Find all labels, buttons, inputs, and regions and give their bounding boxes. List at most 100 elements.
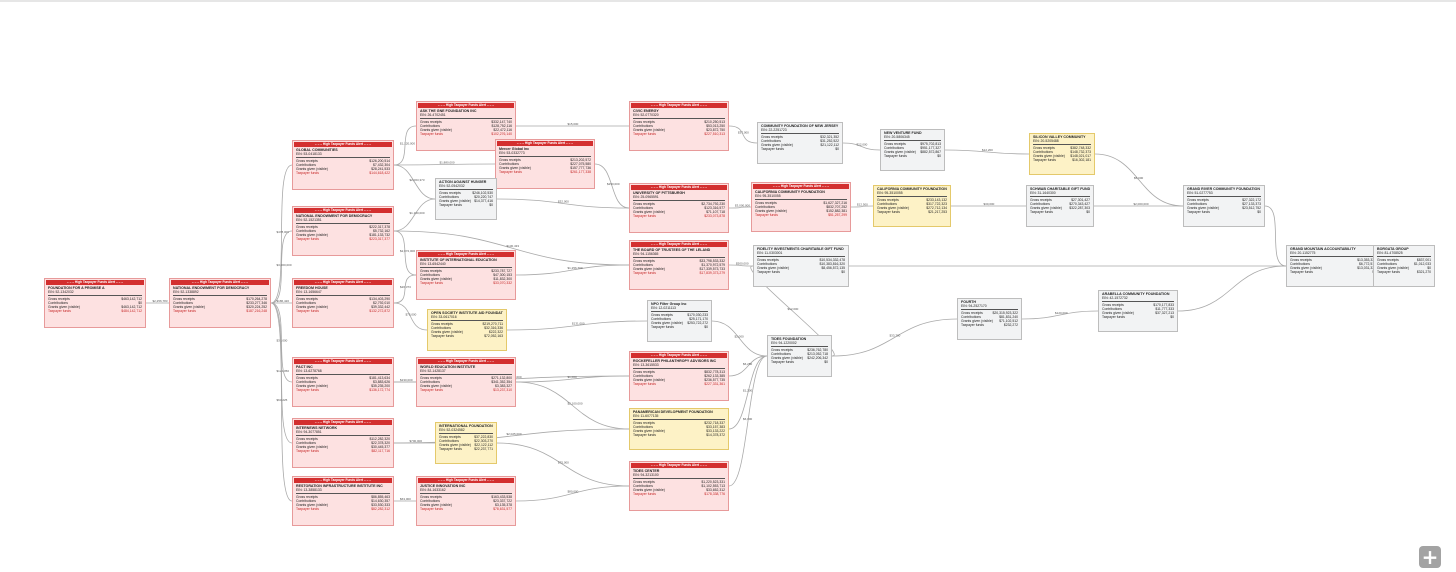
metric-value: $27,322,172 [1242, 198, 1261, 202]
metric-row: Taxpayer funds $227,331,361 [633, 382, 725, 386]
org-node[interactable]: ARABELLA COMMUNITY FOUNDATION EIN: 42-157… [1098, 290, 1178, 332]
org-node[interactable]: – – – High Taxpayer Funds Alert – – – ROC… [629, 351, 729, 401]
org-node[interactable]: TIDES FOUNDATION EIN: 94-1220002 Gross rec… [767, 335, 832, 377]
org-node[interactable]: SILICON VALLEY COMMUNITY EIN: 20-5205488 G… [1029, 133, 1095, 175]
metric-value: $975,702,813 [920, 142, 941, 146]
metric-label: Grants given (visible) [1030, 206, 1062, 210]
org-node[interactable]: FIDELITY INVESTMENTS CHARITABLE GIFT FUN… [753, 245, 849, 287]
metric-label: Contributions [877, 202, 897, 206]
metric-label: Grants given (visible) [771, 356, 803, 360]
metric-label: Contributions [420, 273, 440, 277]
org-name: GLOBAL COMMUNITIES [296, 148, 338, 152]
org-node[interactable]: COMMUNITY FOUNDATION OF NEW JERSEY EIN: 2… [757, 122, 843, 164]
org-node[interactable]: NEW VENTURE FUND EIN: 20-5806345 Gross rec… [880, 129, 945, 171]
metric-label: Taxpayer funds [439, 447, 462, 451]
org-node[interactable]: – – – High Taxpayer Funds Alert – – – TID… [629, 461, 729, 511]
metric-row: Grants given (visible) $157,777,736 [499, 166, 591, 170]
org-node[interactable]: – – – High Taxpayer Funds Alert – – – UNI… [629, 183, 729, 233]
metric-label: Grants given (visible) [48, 305, 80, 309]
metric-row: Grants given (visible) $14,377,416 [439, 199, 493, 203]
org-ein: EIN: 52-1342032 [48, 290, 74, 294]
metric-value: $0 [704, 325, 708, 329]
metric-value: $837,001 [1416, 258, 1431, 262]
metric-value: $35,235,200 [371, 384, 390, 388]
metric-label: Gross receipts [1102, 303, 1124, 307]
org-node[interactable]: GRAND MOUNTAIN ACCOUNTABILITY EIN: 20-115… [1286, 245, 1380, 287]
org-node[interactable]: – – – High Taxpayer Funds Alert – – – NAT… [292, 206, 394, 256]
org-node[interactable]: – – – High Taxpayer Funds Alert – – – FOU… [44, 278, 146, 328]
edge-line [1094, 153, 1184, 207]
org-name: RESTORATION INFRASTRUCTURE INSTITUTE INC [296, 484, 383, 488]
metric-value: $51,257,299 [828, 213, 847, 217]
org-node[interactable]: CALIFORNIA COMMUNITY FOUNDATION EIN: 95-3… [873, 185, 951, 227]
org-ein: EIN: 20-5806345 [884, 135, 910, 139]
metric-row: Contributions $22,378,320 [296, 441, 390, 445]
metric-value: $8,456,572,135 [821, 266, 845, 270]
edge-line [728, 125, 758, 144]
org-node[interactable]: – – – High Taxpayer Funds Alert – – – FRE… [292, 278, 394, 328]
metric-label: Contributions [1030, 202, 1050, 206]
org-node[interactable]: – – – High Taxpayer Funds Alert – – – CIV… [629, 101, 729, 151]
metric-row: Taxpayer funds $0 [1030, 210, 1090, 214]
metric-row: Grants given (visible) $21,122,112 [761, 143, 839, 147]
edge-line [842, 142, 881, 151]
org-node[interactable]: – – – High Taxpayer Funds Alert – – – NAT… [169, 278, 271, 328]
metric-row: Gross receipts $170,177,833 [1102, 303, 1174, 307]
org-node[interactable]: FOURTH EIN: 94-2527170 Gross receipts $20,3… [957, 298, 1022, 340]
top-divider [0, 0, 1456, 2]
org-ein: EIN: 13-1656647 [296, 290, 322, 294]
org-node[interactable]: – – – High Taxpayer Funds Alert – – – RES… [292, 476, 394, 526]
org-node[interactable]: – – – High Taxpayer Funds Alert – – – INS… [416, 250, 516, 300]
org-node[interactable]: ACTION AGAINST HUNGER EIN: 52-0542032 Gros… [435, 178, 497, 220]
org-node[interactable]: BORGATA GROUP EIN: 81-4708525 Gross receip… [1373, 245, 1435, 287]
edge-label: $26,373 [400, 285, 411, 289]
org-ein: EIN: 11-0303001 [757, 251, 783, 255]
metric-row: Gross receipts $271,132,800 [420, 376, 512, 380]
metric-row: Gross receipts $837,001 [1377, 258, 1431, 262]
org-ein: EIN: 94-2527170 [961, 304, 987, 308]
node-divider [633, 200, 725, 201]
org-node[interactable]: INTERNATIONAL FOUNDATION EIN: 52-0324582 G… [435, 422, 497, 464]
metric-row: Gross receipts $163,433,538 [420, 495, 512, 499]
org-node[interactable]: – – – High Taxpayer Funds Alert – – – GLO… [292, 140, 394, 190]
metric-row: Contributions $20,220,747 [439, 195, 493, 199]
metric-label: Contributions [420, 124, 440, 128]
metric-value: $7,432,304 [373, 163, 390, 167]
metric-row: Gross receipts $27,301,427 [1030, 198, 1090, 202]
edge-label: $32,000 [558, 200, 569, 204]
org-node[interactable]: – – – High Taxpayer Funds Alert – – – THE… [629, 240, 729, 290]
metric-value: $37,222,830 [474, 435, 493, 439]
org-node[interactable]: PANAMERICAN DEVELOPMENT FOUNDATION EIN: 1… [629, 408, 729, 450]
org-node[interactable]: – – – High Taxpayer Funds Alert – – – Mer… [495, 139, 595, 189]
org-node[interactable]: – – – High Taxpayer Funds Alert – – – JUS… [416, 476, 516, 526]
metric-label: Contributions [1102, 307, 1122, 311]
org-name: NPO Filter Group Inc [651, 302, 687, 306]
metric-value: $0 [1086, 210, 1090, 214]
org-node[interactable]: OPEN SOCIETY INSTITUTE AID FOUNDATION EIN… [427, 309, 507, 351]
metric-row: Grants given (visible) $17,339,573,733 [633, 267, 725, 271]
org-name: NATIONAL ENDOWMENT FOR DEMOCRACY [173, 286, 250, 290]
zoom-in-button[interactable]: + [1419, 546, 1441, 568]
org-node[interactable]: SCHWAB CHARITABLE GIFT FUND EIN: 31-16403… [1026, 185, 1094, 227]
org-node[interactable]: – – – High Taxpayer Funds Alert – – – PAC… [292, 357, 394, 407]
edge-line [711, 320, 768, 357]
metric-row: Grants given (visible) $0 [1377, 266, 1431, 270]
org-node[interactable]: NPO Filter Group Inc EIN: 12-0211113 Gross… [647, 300, 712, 342]
metric-value: $10,534,332,478 [819, 258, 845, 262]
metric-value: $832,778,313 [704, 370, 725, 374]
edge-label: $2,000 [735, 335, 745, 339]
org-node[interactable]: GRAND RIVER COMMUNITY FOUNDATION EIN: 51-… [1183, 185, 1265, 227]
edge-label: $1,000 [568, 375, 578, 379]
org-node[interactable]: – – – High Taxpayer Funds Alert – – – WOR… [416, 357, 516, 407]
metric-row: Gross receipts $10,534,332,478 [757, 258, 845, 262]
edge-line [393, 230, 630, 266]
org-node[interactable]: – – – High Taxpayer Funds Alert – – – INT… [292, 418, 394, 468]
org-ein: EIN: 13-6542440 [420, 262, 446, 266]
edge-line [393, 302, 428, 331]
org-name: Mercer Global Inc [499, 147, 530, 151]
metric-row: Grants given (visible) $8,456,572,135 [757, 266, 845, 270]
edge-line [270, 302, 293, 502]
org-ein: EIN: 84-1633162 [420, 488, 446, 492]
org-node[interactable]: – – – High Taxpayer Funds Alert – – – CAL… [751, 182, 851, 232]
metric-value: $31,252,522 [820, 139, 839, 143]
